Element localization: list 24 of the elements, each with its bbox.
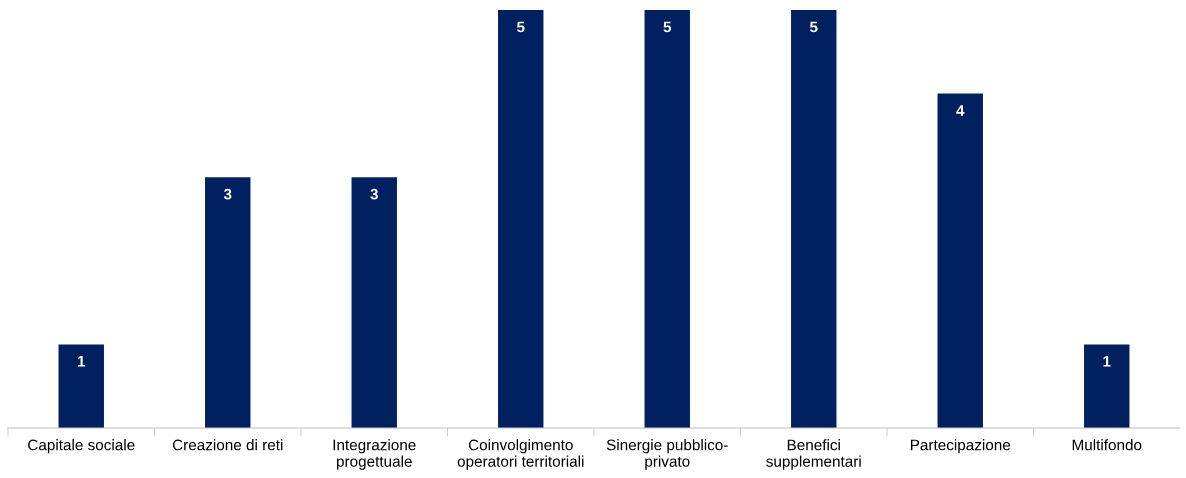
x-tick-label: Coinvolgimento operatori territoriali	[457, 439, 584, 470]
x-tick-label: Sinergie pubblico- privato	[606, 439, 728, 470]
data-label: 4	[956, 105, 965, 116]
x-tick-label: Multifondo	[1072, 439, 1142, 451]
x-tick-label: Integrazione progettuale	[333, 439, 416, 470]
x-tick-label: Capitale sociale	[28, 439, 135, 454]
data-label: 1	[1103, 356, 1111, 367]
data-label: 3	[223, 188, 232, 200]
bar	[351, 177, 397, 428]
bar	[498, 10, 544, 428]
bar	[205, 177, 251, 428]
data-label: 3	[370, 188, 378, 200]
bar	[644, 10, 690, 428]
bar	[937, 93, 983, 428]
x-tick-label: Partecipazione	[910, 439, 1011, 454]
bar	[791, 10, 837, 428]
x-tick-label: Benefici supplementari	[766, 439, 861, 470]
x-tick-label: Creazione di reti	[172, 439, 283, 451]
data-label: 5	[516, 21, 525, 33]
data-label: 5	[663, 21, 672, 33]
data-label: 1	[77, 356, 86, 367]
bar	[58, 344, 104, 428]
data-label: 5	[809, 21, 818, 33]
bar	[1084, 344, 1130, 428]
